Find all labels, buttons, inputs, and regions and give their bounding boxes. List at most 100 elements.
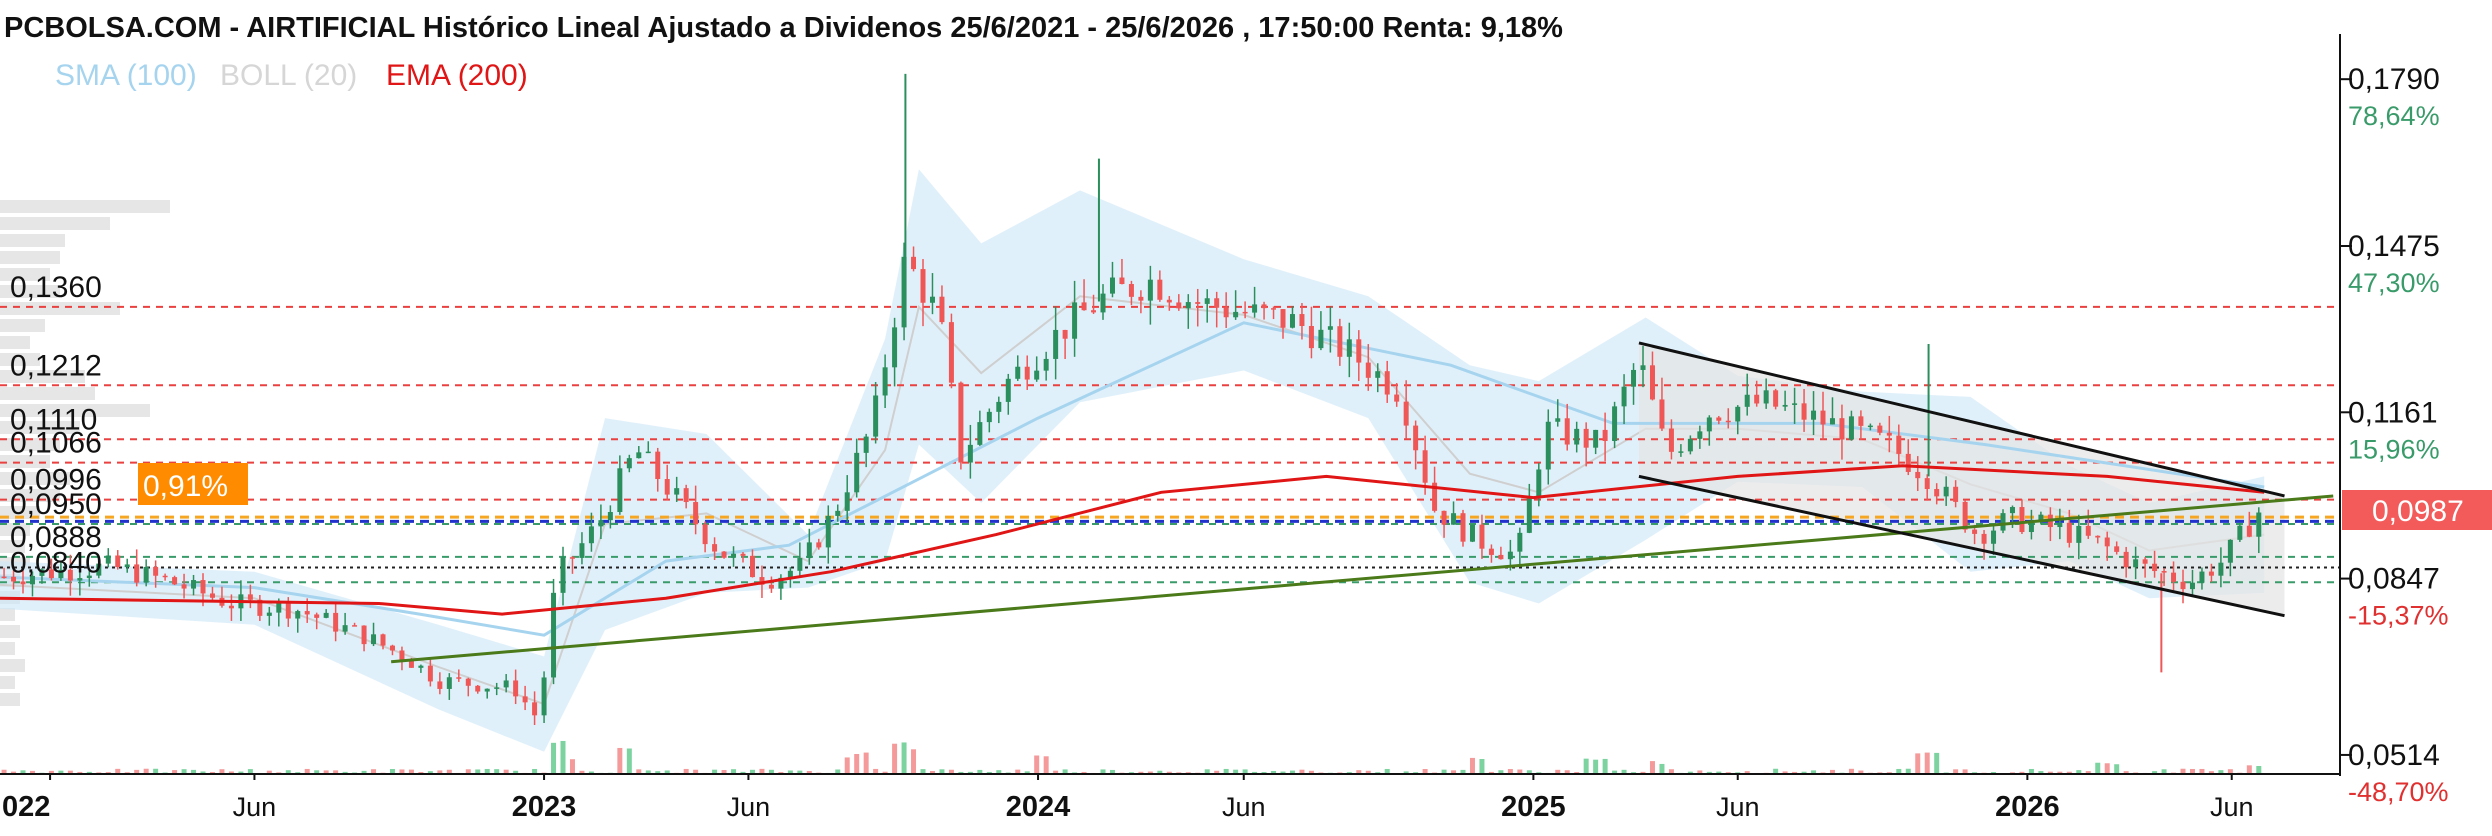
volume-bar — [20, 770, 26, 773]
volume-bar — [768, 769, 774, 773]
volume-bar — [200, 771, 206, 773]
volume-bar — [86, 771, 92, 773]
volume-bar — [484, 768, 490, 773]
price-pct-4: -48,70% — [2348, 777, 2449, 807]
level-labels: 0,13600,12120,11100,10660,09960,09500,08… — [10, 271, 102, 579]
candle-body — [1848, 416, 1854, 440]
volume-bar — [1972, 772, 1978, 773]
candle-body — [513, 680, 519, 697]
volume-bar — [1147, 771, 1153, 773]
time-label-6: 2025 — [1501, 791, 1566, 823]
volume-bar — [2189, 768, 2195, 773]
volume-profile-bar — [0, 251, 60, 264]
volume-bar — [2199, 768, 2205, 773]
candle-body — [1782, 404, 1788, 407]
candle-body — [2095, 535, 2101, 538]
volume-bar — [911, 749, 917, 773]
candle-body — [465, 678, 471, 686]
candle-body — [408, 660, 414, 668]
price-label-1: 0,1475 — [2348, 230, 2440, 263]
candle-body — [977, 422, 983, 445]
volume-bar — [2019, 771, 2025, 773]
volume-bar — [11, 771, 17, 773]
candle-body — [1394, 394, 1400, 402]
volume-bar — [2076, 770, 2082, 773]
candle-body — [247, 594, 253, 600]
candle-body — [645, 451, 651, 454]
volume-bar — [304, 768, 310, 773]
candle-body — [143, 566, 149, 583]
candlesticks — [1, 73, 2262, 726]
volume-bar — [986, 771, 992, 773]
volume-bar — [1640, 771, 1646, 773]
volume-bar — [948, 769, 954, 773]
volume-profile-bar — [0, 438, 60, 451]
candle-body — [882, 367, 888, 396]
candle-body — [1517, 532, 1523, 552]
volume-bar — [958, 771, 964, 773]
volume-bar — [1346, 772, 1352, 773]
volume-bar — [787, 770, 793, 773]
candle-body — [768, 584, 774, 589]
candle-body — [39, 569, 45, 576]
volume-bar — [1744, 771, 1750, 773]
volume-profile-bar — [0, 540, 25, 553]
volume-bar — [551, 742, 557, 773]
candle-body — [569, 557, 575, 559]
candle-body — [1005, 378, 1011, 402]
candle-body — [1602, 429, 1608, 442]
volume-bar — [228, 771, 234, 773]
volume-bar — [636, 769, 642, 773]
level-label-2: 0,1110 — [10, 403, 97, 436]
volume-bar — [617, 747, 623, 773]
candle-body — [1119, 277, 1125, 285]
volume-bar — [513, 770, 519, 773]
candle-body — [2199, 571, 2205, 583]
candle-body — [1223, 307, 1229, 318]
candle-body — [1640, 365, 1646, 370]
volume-bar — [1252, 771, 1258, 773]
candle-body — [1157, 279, 1163, 300]
volume-bar — [863, 752, 869, 773]
volume-bar — [389, 769, 395, 773]
candle-body — [693, 502, 699, 525]
candle-body — [1, 576, 7, 579]
candle-body — [607, 512, 613, 521]
level-label-1: 0,1212 — [10, 349, 102, 382]
volume-bar — [835, 769, 841, 773]
volume-bar — [1053, 770, 1059, 773]
volume-bar — [1792, 771, 1798, 773]
candle-body — [958, 382, 964, 463]
volume-bar — [172, 770, 178, 773]
volume-profile-bar — [0, 268, 50, 281]
time-label-5: Jun — [1222, 792, 1266, 822]
volume-bar — [1271, 770, 1277, 773]
level-label-6: 0,0888 — [10, 521, 102, 554]
volume-bar — [446, 769, 452, 773]
volume-bar — [427, 771, 433, 773]
volume-bar — [1280, 771, 1286, 773]
candle-body — [427, 665, 433, 682]
volume-bar — [1896, 768, 1902, 773]
candle-body — [1176, 302, 1182, 309]
volume-bar — [920, 769, 926, 773]
candle-body — [96, 563, 102, 576]
candle-body — [617, 468, 623, 513]
volume-bar — [1214, 770, 1220, 773]
candle-body — [2085, 525, 2091, 536]
volume-profile-bar — [0, 285, 60, 298]
candle-body — [1432, 482, 1438, 511]
price-label-4: 0,0514 — [2348, 739, 2440, 772]
volume-bar — [1811, 770, 1817, 773]
time-label-0: 022 — [2, 791, 50, 823]
volume-bar — [191, 769, 197, 773]
volume-bar — [901, 742, 907, 773]
candle-body — [361, 625, 367, 645]
price-pct-3: -15,37% — [2348, 601, 2449, 631]
candle-body — [588, 526, 594, 544]
candle-body — [333, 612, 339, 632]
volume-bar — [2246, 765, 2252, 773]
candle-body — [1564, 418, 1570, 445]
volume-bar — [1659, 763, 1665, 773]
volume-bar — [626, 748, 632, 773]
